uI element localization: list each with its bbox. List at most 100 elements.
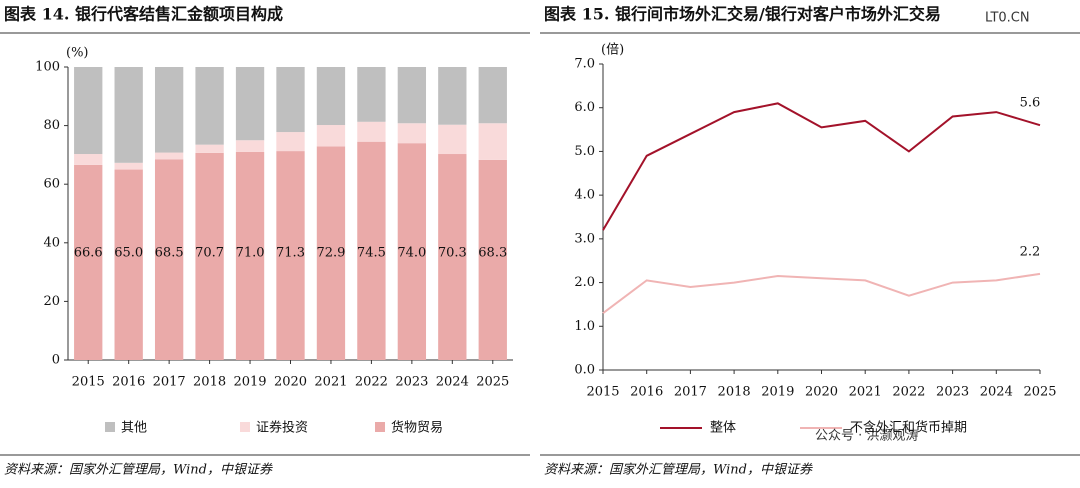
bar-segment bbox=[316, 146, 346, 360]
data-label: 65.0 bbox=[114, 245, 143, 260]
bar-segment bbox=[276, 132, 305, 152]
bar-segment bbox=[357, 67, 386, 122]
data-label: 70.3 bbox=[438, 245, 467, 260]
bar-segment bbox=[357, 121, 386, 142]
x-tick-label: 2020 bbox=[805, 385, 838, 400]
bar-segment bbox=[397, 143, 427, 360]
chart-title: 图表 14. 银行代客结售汇金额项目构成 bbox=[4, 5, 283, 24]
legend-label: 不含外汇和货币掉期 bbox=[850, 420, 967, 436]
bar-segment bbox=[438, 154, 467, 360]
x-tick-label: 2018 bbox=[193, 375, 226, 390]
x-tick-label: 2022 bbox=[355, 375, 388, 390]
y-tick-label: 1.0 bbox=[574, 319, 595, 334]
bar-segment bbox=[154, 67, 184, 153]
series-line bbox=[602, 102, 1041, 231]
legend-swatch bbox=[375, 422, 385, 432]
bar-segment bbox=[195, 152, 224, 360]
x-tick-label: 2023 bbox=[936, 385, 969, 400]
bar-segment bbox=[438, 124, 467, 155]
x-tick-label: 2021 bbox=[314, 375, 347, 390]
x-tick-label: 2022 bbox=[892, 385, 925, 400]
data-label: 68.3 bbox=[478, 245, 507, 260]
bar-segment bbox=[235, 151, 265, 360]
data-label: 72.9 bbox=[316, 245, 345, 260]
x-tick-label: 2021 bbox=[849, 385, 882, 400]
data-label: 68.5 bbox=[155, 245, 184, 260]
watermark: 公众号 · 洪灏观涛 bbox=[815, 428, 918, 444]
x-tick-label: 2015 bbox=[72, 375, 105, 390]
bar-segment bbox=[114, 162, 143, 170]
y-unit: (%) bbox=[66, 46, 89, 61]
bar-segment bbox=[397, 67, 427, 124]
bar-segment bbox=[235, 67, 265, 141]
bar-segment bbox=[316, 67, 346, 126]
data-label: 70.7 bbox=[195, 245, 224, 260]
legend-label: 证券投资 bbox=[256, 420, 308, 436]
legend-label: 整体 bbox=[710, 421, 736, 436]
source: 资料来源：国家外汇管理局，Wind，中银证券 bbox=[544, 462, 813, 478]
x-tick-label: 2023 bbox=[395, 375, 428, 390]
x-tick-label: 2016 bbox=[112, 375, 145, 390]
x-tick-label: 2019 bbox=[233, 375, 266, 390]
y-tick-label: 0.0 bbox=[574, 363, 595, 378]
bar-segment bbox=[276, 151, 305, 360]
legend-swatch bbox=[240, 422, 250, 432]
data-label: 74.0 bbox=[397, 245, 426, 260]
y-tick-label: 3.0 bbox=[574, 231, 595, 246]
y-tick-label: 4.0 bbox=[574, 188, 595, 203]
data-label: 2.2 bbox=[1020, 244, 1041, 259]
data-label: 66.6 bbox=[74, 245, 103, 260]
bar-segment bbox=[195, 144, 224, 153]
data-label: 5.6 bbox=[1020, 96, 1041, 111]
bar-segment bbox=[235, 140, 265, 152]
legend-label: 其他 bbox=[121, 421, 147, 436]
bar-segment bbox=[276, 67, 305, 133]
data-label: 71.3 bbox=[276, 245, 305, 260]
y-tick-label: 20 bbox=[43, 294, 60, 309]
y-unit: (倍) bbox=[601, 43, 624, 58]
bar-segment bbox=[74, 164, 103, 360]
x-tick-label: 2024 bbox=[980, 385, 1013, 400]
x-tick-label: 2016 bbox=[630, 385, 663, 400]
watermark: LT0.CN bbox=[985, 11, 1030, 26]
x-tick-label: 2025 bbox=[1023, 385, 1056, 400]
chart-title: 图表 15. 银行间市场外汇交易/银行对客户市场外汇交易 bbox=[544, 5, 941, 24]
source: 资料来源：国家外汇管理局，Wind，中银证券 bbox=[4, 462, 273, 478]
bar-segment bbox=[195, 67, 224, 145]
x-tick-label: 2025 bbox=[476, 375, 509, 390]
bar-segment bbox=[478, 159, 507, 360]
bar-segment bbox=[74, 67, 103, 155]
x-tick-label: 2015 bbox=[586, 385, 619, 400]
x-tick-label: 2018 bbox=[718, 385, 751, 400]
x-tick-label: 2017 bbox=[674, 385, 707, 400]
y-tick-label: 0 bbox=[52, 353, 60, 368]
data-label: 71.0 bbox=[236, 245, 265, 260]
x-tick-label: 2019 bbox=[761, 385, 794, 400]
bar-segment bbox=[114, 67, 143, 163]
bar-segment bbox=[397, 123, 427, 144]
legend-swatch bbox=[105, 422, 115, 432]
bar-segment bbox=[357, 141, 386, 360]
bar-segment bbox=[74, 154, 103, 165]
y-tick-label: 40 bbox=[43, 235, 60, 250]
bar-segment bbox=[478, 67, 507, 124]
bar-segment bbox=[114, 169, 143, 360]
y-tick-label: 5.0 bbox=[574, 144, 595, 159]
bar-segment bbox=[316, 125, 346, 147]
y-tick-label: 2.0 bbox=[574, 275, 595, 290]
y-tick-label: 80 bbox=[43, 118, 60, 133]
y-tick-label: 6.0 bbox=[574, 100, 595, 115]
legend-label: 货物贸易 bbox=[391, 420, 443, 436]
bar-segment bbox=[478, 123, 507, 160]
y-tick-label: 60 bbox=[43, 177, 60, 192]
data-label: 74.5 bbox=[357, 245, 386, 260]
y-tick-label: 7.0 bbox=[574, 57, 595, 72]
bar-segment bbox=[154, 152, 184, 160]
x-tick-label: 2020 bbox=[274, 375, 307, 390]
x-tick-label: 2017 bbox=[153, 375, 186, 390]
y-tick-label: 100 bbox=[35, 60, 60, 75]
x-tick-label: 2024 bbox=[436, 375, 469, 390]
series-line bbox=[602, 272, 1041, 314]
bar-segment bbox=[154, 159, 184, 360]
